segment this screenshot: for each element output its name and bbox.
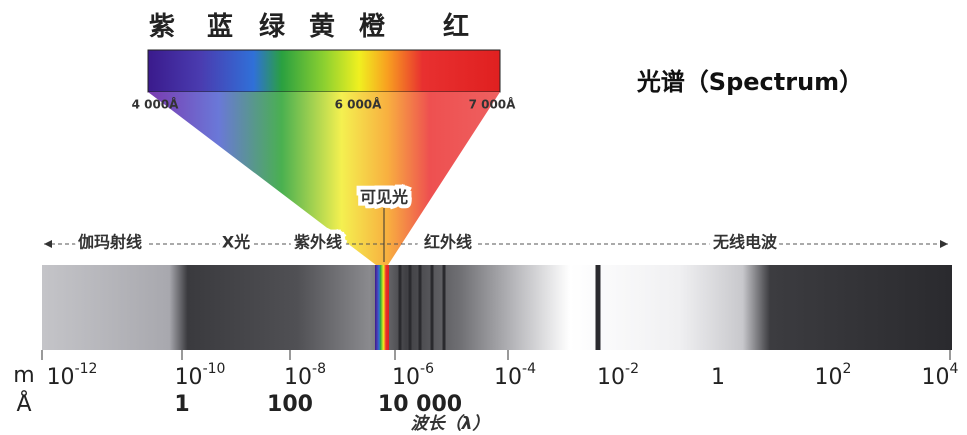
tick-exponent: -6 <box>420 361 434 377</box>
tick-exponent: 4 <box>950 361 959 377</box>
spectrum-diagram: 光谱（Spectrum） 可见光 m Å 波长（λ） 紫 蓝绿黄橙 红 4 000Å 6… <box>0 0 967 435</box>
visible-slice <box>375 265 389 350</box>
wavelength-label: 6 000Å <box>335 97 383 112</box>
m-tick-label: 10-10 <box>175 361 226 390</box>
color-label: 绿 <box>259 12 286 42</box>
m-tick-label: 10-6 <box>392 361 434 390</box>
unit-m: m <box>13 363 34 388</box>
color-bar <box>148 50 500 92</box>
tick-exponent: -8 <box>312 361 326 377</box>
visible-label: 可见光 <box>360 188 408 207</box>
band-label: X光 <box>222 233 250 252</box>
tick-base: 10 <box>392 365 420 390</box>
spectrum-strip <box>42 265 952 350</box>
m-tick-label: 10-4 <box>494 361 536 390</box>
tick-base: 10 <box>47 365 75 390</box>
tick-exponent: 2 <box>843 361 852 377</box>
tick-base: 10 <box>175 365 203 390</box>
band-label: 红外线 <box>424 233 472 252</box>
tick-base: 10 <box>922 365 950 390</box>
title: 光谱（Spectrum） <box>636 68 863 96</box>
band-label: 伽玛射线 <box>78 233 142 252</box>
color-label: 红 <box>443 11 469 42</box>
tick-base: 10 <box>284 365 312 390</box>
band-label: 无线电波 <box>712 233 778 252</box>
color-label: 橙 <box>359 12 386 42</box>
tick-exponent: -2 <box>625 361 639 377</box>
a-tick-label: 100 <box>267 392 313 417</box>
m-tick-label: 10-12 <box>47 361 98 390</box>
wavelength-label: 4 000Å <box>132 97 180 112</box>
m-tick-label: 10-8 <box>284 361 326 390</box>
tick-base: 10 <box>815 365 843 390</box>
a-tick-label: 1 <box>174 392 189 417</box>
tick-exponent: -4 <box>522 361 536 377</box>
axis-ticks <box>42 350 950 360</box>
m-tick-label: 104 <box>922 361 959 390</box>
tick-base: 10 <box>597 365 625 390</box>
m-tick-label: 1 <box>711 365 725 390</box>
tick-base: 1 <box>711 365 725 390</box>
a-tick-label: 10 000 <box>378 392 462 417</box>
tick-exponent: -12 <box>75 361 98 377</box>
tick-base: 10 <box>494 365 522 390</box>
unit-a: Å <box>16 390 31 417</box>
color-label: 蓝 <box>207 12 233 42</box>
band-label: 紫外线 <box>294 233 342 252</box>
m-tick-label: 10-2 <box>597 361 639 390</box>
axis-label: 波长（λ） <box>411 414 490 434</box>
color-label: 黄 <box>309 12 335 42</box>
color-label: 紫 <box>149 12 175 42</box>
wavelength-label: 7 000Å <box>469 97 517 112</box>
tick-exponent: -10 <box>203 361 226 377</box>
m-tick-label: 102 <box>815 361 852 390</box>
